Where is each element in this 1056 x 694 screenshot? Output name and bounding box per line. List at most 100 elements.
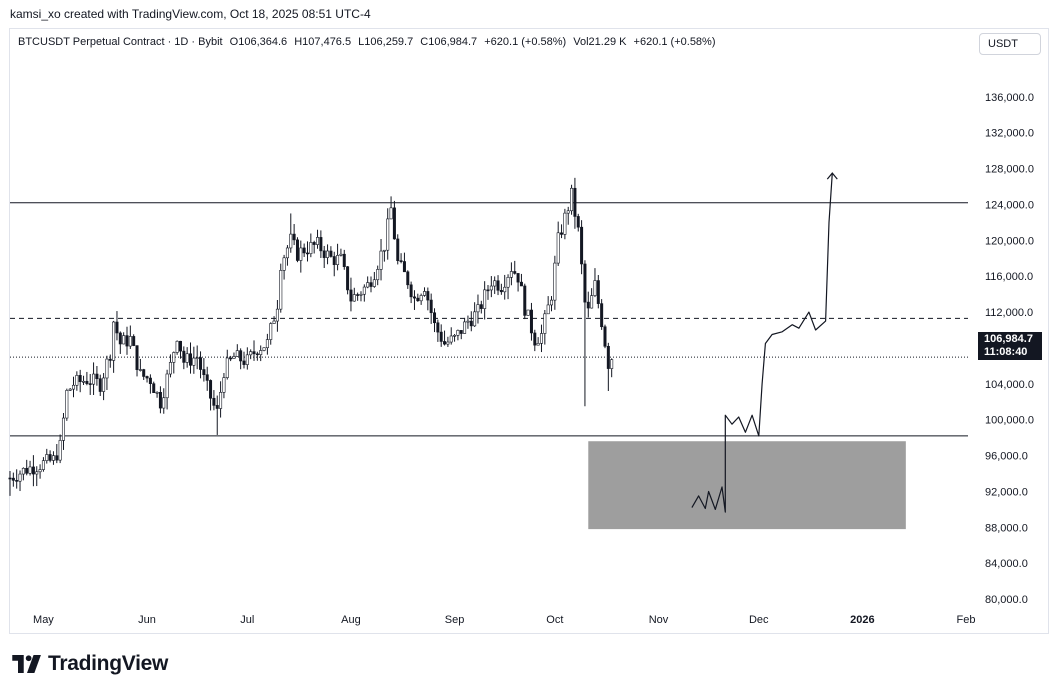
last-price-tag: 106,984.7 11:08:40	[978, 332, 1042, 360]
candle-body	[219, 392, 223, 409]
candle-body	[235, 350, 239, 357]
candle-body	[503, 286, 507, 293]
candle-body	[279, 270, 283, 310]
candle-body	[215, 405, 219, 409]
candle-body	[31, 466, 35, 475]
chart-panel[interactable]	[9, 28, 1049, 634]
candle-body	[125, 335, 129, 347]
candle-body	[483, 289, 487, 309]
candle-body	[272, 320, 276, 324]
bar-countdown: 11:08:40	[984, 346, 1028, 358]
candle-body	[399, 260, 403, 262]
candle-body	[476, 304, 480, 313]
candle-body	[546, 304, 550, 315]
x-axis-tick: Jul	[240, 614, 254, 626]
candle-body	[342, 253, 346, 267]
symbol-name[interactable]: BTCUSDT Perpetual Contract · 1D · Bybit	[18, 36, 223, 48]
candle-body	[446, 341, 450, 345]
candle-body	[319, 237, 323, 252]
candle-body	[225, 357, 229, 378]
candle-body	[563, 212, 567, 235]
candle-body	[356, 294, 360, 296]
candle-body	[209, 380, 213, 399]
candle-body	[519, 281, 523, 287]
candle-body	[600, 303, 604, 328]
ohlc-close: C106,984.7	[420, 36, 478, 48]
candle-body	[222, 377, 226, 393]
candle-body	[189, 353, 193, 366]
y-axis-tick: 132,000.0	[985, 128, 1034, 140]
candle-body	[105, 358, 109, 379]
candle-body	[158, 391, 162, 409]
y-axis-tick: 80,000.0	[985, 594, 1028, 606]
candle-body	[513, 271, 517, 274]
candle-body	[41, 460, 45, 470]
candle-body	[339, 253, 343, 256]
candle-body	[75, 375, 79, 386]
candle-body	[11, 477, 15, 481]
candle-body	[142, 369, 146, 377]
candle-body	[332, 256, 336, 265]
projection-arrowhead	[826, 172, 838, 180]
candle-body	[172, 352, 176, 363]
candle-body	[212, 397, 216, 406]
candle-body	[249, 351, 253, 356]
candle-body	[419, 295, 423, 302]
candle-body	[412, 296, 416, 299]
candle-body	[202, 369, 206, 376]
candle-body	[473, 311, 477, 327]
candle-body	[102, 377, 106, 392]
candle-body	[556, 232, 560, 264]
candle-body	[436, 322, 440, 333]
candle-body	[65, 390, 69, 419]
candle-body	[426, 291, 430, 301]
candle-body	[603, 326, 607, 347]
candle-body	[570, 187, 574, 212]
candle-body	[489, 285, 493, 291]
candle-body	[35, 471, 39, 475]
candle-body	[593, 280, 597, 296]
candle-body	[560, 232, 564, 235]
candle-body	[8, 477, 12, 480]
candle-body	[422, 291, 426, 296]
y-axis-tick: 112,000.0	[985, 307, 1033, 319]
x-axis-tick: Jun	[138, 614, 156, 626]
candle-body	[108, 358, 112, 361]
candle-body	[145, 376, 149, 379]
candle-body	[543, 313, 547, 334]
candle-body	[148, 377, 152, 385]
candle-body	[92, 373, 96, 385]
candle-body	[152, 383, 156, 393]
candle-body	[265, 339, 269, 349]
candle-body	[165, 373, 169, 399]
candle-body	[466, 320, 470, 323]
candle-body	[326, 250, 330, 258]
candle-body	[553, 262, 557, 301]
candle-body	[45, 454, 49, 461]
x-axis-tick: May	[33, 614, 54, 626]
currency-unit-button[interactable]: USDT	[979, 33, 1041, 55]
candle-body	[369, 282, 373, 287]
y-axis-tick: 136,000.0	[985, 92, 1034, 104]
candle-body	[51, 455, 55, 461]
tradingview-logo[interactable]: TradingView	[12, 652, 168, 676]
candle-body	[539, 333, 543, 344]
y-axis-tick: 96,000.0	[985, 451, 1028, 463]
y-axis-tick: 124,000.0	[985, 199, 1034, 211]
candle-body	[295, 239, 299, 261]
candle-body	[529, 309, 533, 334]
candle-body	[523, 285, 527, 316]
candle-body	[409, 284, 413, 298]
chart-credit: kamsi_xo created with TradingView.com, O…	[10, 7, 371, 21]
x-axis-tick: Oct	[546, 614, 563, 626]
candle-body	[536, 343, 540, 346]
candle-body	[302, 247, 306, 254]
candle-body	[349, 289, 353, 302]
candle-body	[98, 378, 102, 392]
y-axis-tick: 120,000.0	[985, 235, 1034, 247]
candle-body	[15, 480, 19, 482]
candle-body	[25, 467, 29, 474]
candle-body	[55, 455, 59, 461]
candle-body	[78, 375, 82, 382]
